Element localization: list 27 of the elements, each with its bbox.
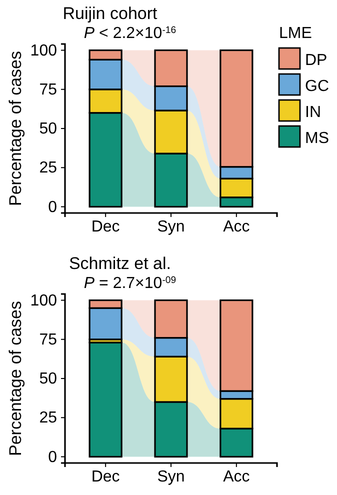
chart-subtitle: P = 2.7×10$^{-09}$	[84, 274, 176, 292]
x-tick-label: Dec	[91, 468, 120, 486]
y-tick-label: 75	[39, 82, 58, 98]
y-tick-label: 100	[30, 42, 58, 60]
x-tick-label: Acc	[223, 468, 250, 486]
y-tick-label: 100	[30, 292, 58, 310]
legend-label: GC	[305, 78, 329, 95]
y-tick-label: 50	[39, 370, 58, 388]
y-tick-label: 75	[39, 332, 58, 348]
y-axis-title: Percentage of cases	[6, 301, 25, 456]
x-tick-label: Syn	[157, 468, 185, 486]
y-tick-label: 0	[48, 198, 58, 216]
chart-title: Ruijin cohort	[62, 4, 158, 23]
chart-title: Schmitz et al.	[68, 254, 172, 273]
y-axis-title: Percentage of cases	[6, 51, 25, 206]
legend-label: MS	[305, 130, 329, 147]
y-tick-label: 0	[48, 448, 58, 466]
legend-label: DP	[305, 52, 328, 69]
y-tick-label: 50	[39, 120, 58, 138]
y-tick-label: 25	[39, 160, 58, 177]
y-tick-label: 25	[39, 410, 58, 427]
x-tick-label: Dec	[91, 218, 120, 236]
x-tick-label: Syn	[157, 218, 185, 236]
x-tick-label: Acc	[223, 218, 250, 236]
chart-subtitle: P < 2.2×10$^{-16}$	[84, 24, 176, 42]
legend-title: LME	[279, 25, 312, 42]
legend-label: IN	[305, 104, 321, 121]
